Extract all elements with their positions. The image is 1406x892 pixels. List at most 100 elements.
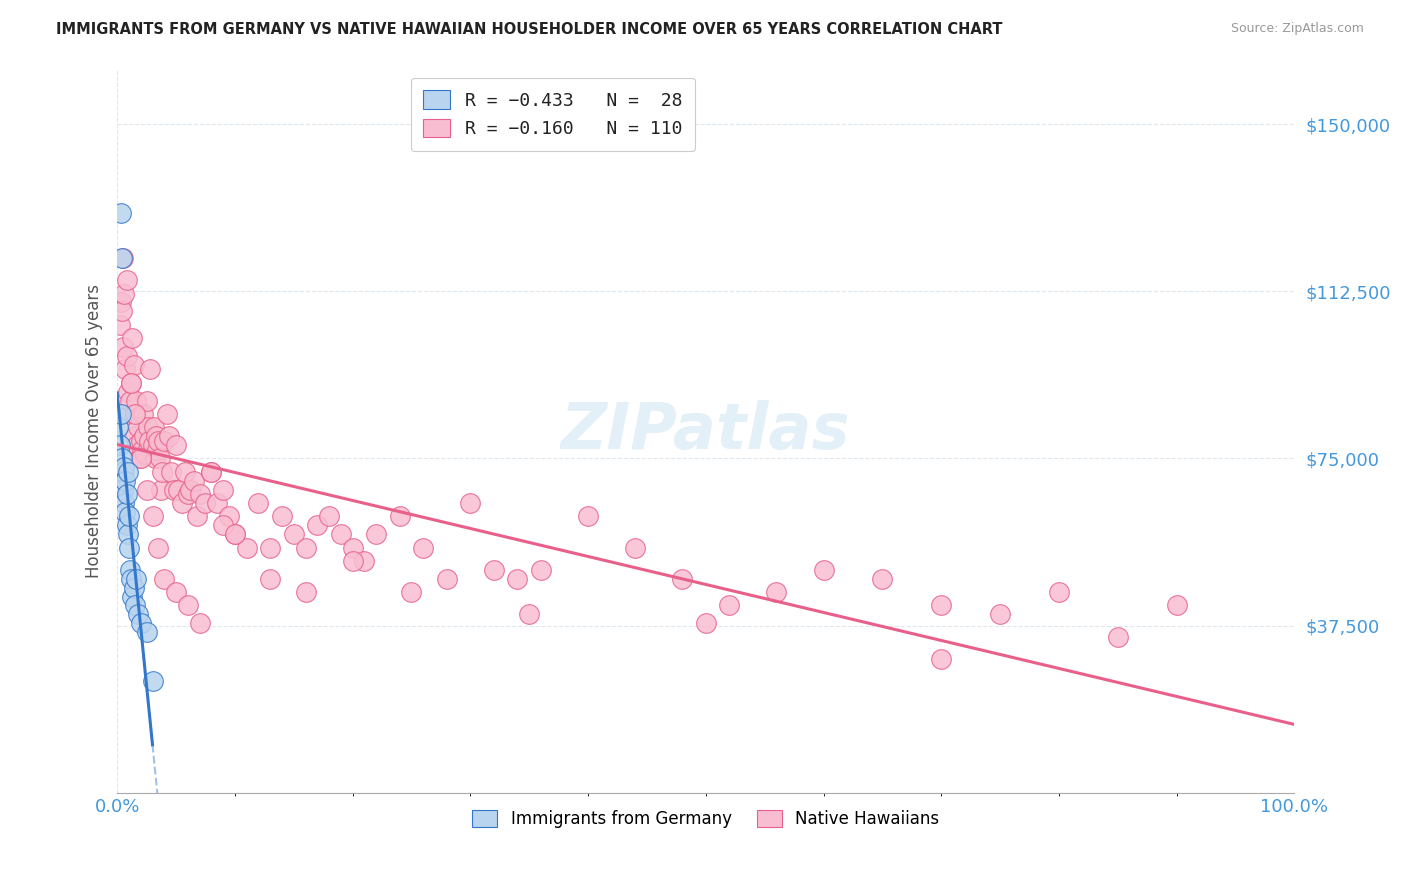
Point (117, 384, 139, 399)
Point (135, 393, 157, 408)
Point (120, 572, 142, 586)
Point (813, 563, 835, 577)
Text: ZIPatlas: ZIPatlas (561, 400, 851, 461)
Point (1166, 599, 1188, 613)
Point (179, 483, 201, 497)
Point (117, 527, 139, 541)
Point (117, 465, 139, 479)
Point (207, 496, 229, 510)
Point (247, 496, 270, 510)
Point (108, 318, 131, 332)
Point (294, 541, 316, 555)
Point (128, 451, 150, 466)
Point (118, 541, 141, 555)
Point (121, 331, 143, 345)
Point (329, 527, 352, 541)
Point (624, 541, 647, 555)
Point (718, 599, 741, 613)
Point (145, 429, 167, 443)
Point (135, 625, 157, 640)
Point (142, 420, 165, 434)
Point (148, 541, 170, 555)
Point (148, 434, 170, 448)
Point (129, 434, 152, 448)
Point (121, 590, 143, 604)
Point (482, 563, 505, 577)
Point (120, 376, 142, 390)
Point (114, 505, 136, 519)
Point (517, 607, 540, 622)
Text: IMMIGRANTS FROM GERMANY VS NATIVE HAWAIIAN HOUSEHOLDER INCOME OVER 65 YEARS CORR: IMMIGRANTS FROM GERMANY VS NATIVE HAWAII… (56, 22, 1002, 37)
Point (183, 474, 205, 488)
Point (110, 407, 132, 421)
Point (235, 541, 257, 555)
Legend: Immigrants from Germany, Native Hawaiians: Immigrants from Germany, Native Hawaiian… (465, 804, 946, 835)
Point (271, 509, 294, 524)
Point (177, 599, 200, 613)
Point (120, 563, 142, 577)
Point (212, 518, 235, 533)
Point (132, 407, 155, 421)
Point (695, 616, 717, 631)
Point (188, 487, 211, 501)
Point (120, 393, 142, 408)
Point (141, 509, 163, 524)
Point (353, 554, 375, 568)
Point (146, 442, 169, 457)
Point (165, 438, 187, 452)
Point (412, 541, 434, 555)
Point (318, 509, 340, 524)
Point (401, 585, 423, 599)
Point (170, 496, 193, 510)
Point (163, 483, 186, 497)
Point (366, 527, 388, 541)
Point (122, 581, 145, 595)
Point (141, 438, 163, 452)
Point (112, 340, 135, 354)
Point (149, 483, 172, 497)
Point (114, 474, 136, 488)
Point (111, 251, 134, 265)
Point (506, 572, 529, 586)
Point (388, 509, 411, 524)
Point (143, 451, 166, 466)
Point (115, 273, 138, 287)
Point (136, 420, 159, 434)
Point (342, 554, 364, 568)
Point (186, 509, 208, 524)
Point (460, 496, 482, 510)
Point (112, 483, 135, 497)
Point (138, 434, 160, 448)
Point (153, 434, 176, 448)
Point (148, 451, 170, 466)
Point (134, 429, 156, 443)
Point (929, 652, 952, 666)
Point (167, 483, 190, 497)
Point (1107, 630, 1129, 644)
Point (110, 295, 132, 310)
Point (125, 572, 148, 586)
Point (125, 393, 148, 408)
Point (127, 438, 149, 452)
Point (224, 527, 246, 541)
Point (150, 465, 173, 479)
Point (872, 572, 894, 586)
Point (115, 487, 138, 501)
Point (929, 599, 952, 613)
Point (131, 442, 153, 457)
Point (307, 518, 329, 533)
Point (765, 585, 787, 599)
Point (576, 509, 599, 524)
Point (134, 447, 156, 461)
Point (200, 465, 222, 479)
Point (156, 407, 179, 421)
Point (294, 585, 316, 599)
Point (107, 420, 129, 434)
Point (124, 407, 146, 421)
Point (671, 572, 693, 586)
Point (112, 496, 135, 510)
Point (139, 362, 162, 376)
Point (436, 572, 458, 586)
Point (112, 286, 135, 301)
Point (141, 674, 163, 689)
